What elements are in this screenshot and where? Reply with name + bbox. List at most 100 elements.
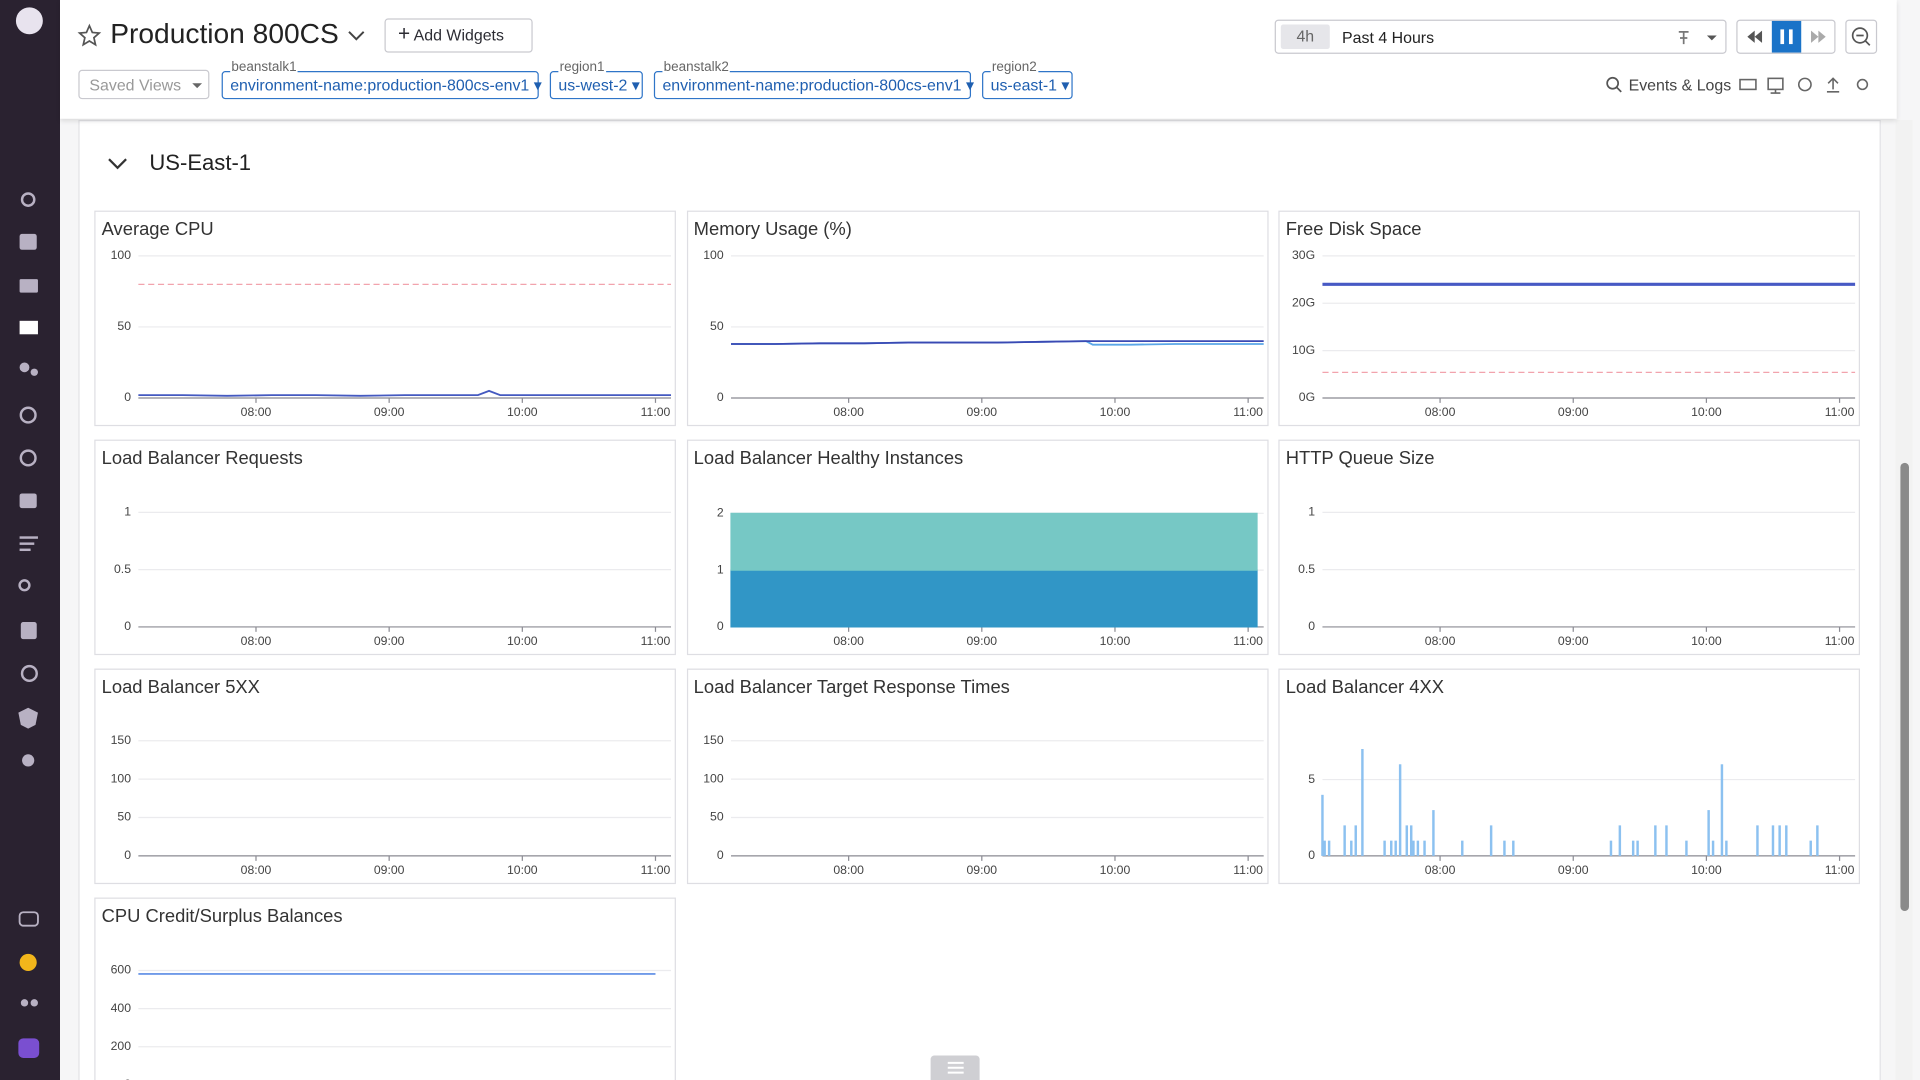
- x-tick-label: 08:00: [1425, 634, 1456, 648]
- variable-name: region2: [991, 60, 1038, 75]
- x-tick-label: 09:00: [966, 634, 997, 648]
- x-tick-label: 11:00: [1825, 863, 1855, 877]
- chart: 00.5108:0009:0010:0011:00: [96, 441, 676, 655]
- x-tick-label: 10:00: [1099, 863, 1130, 877]
- bar: [1432, 810, 1434, 856]
- y-tick-label: 400: [111, 1001, 132, 1015]
- y-tick-label: 0: [1308, 619, 1315, 633]
- x-tick-label: 08:00: [241, 405, 272, 419]
- area-series: [730, 570, 1256, 627]
- bar: [1343, 825, 1345, 856]
- y-tick-label: 100: [111, 771, 132, 785]
- bar: [1406, 825, 1408, 856]
- y-tick-label: 0: [124, 619, 131, 633]
- bar: [1654, 825, 1656, 856]
- header: Production 800CS + Add Widgets 4h Past 4…: [60, 0, 1897, 119]
- x-tick-label: 08:00: [833, 863, 864, 877]
- saved-views-label: Saved Views: [89, 76, 181, 94]
- list-button[interactable]: [931, 1056, 980, 1080]
- widget: 00.5108:0009:0010:0011:00HTTP Queue Size: [1278, 440, 1860, 656]
- bar: [1350, 841, 1352, 856]
- template-variable[interactable]: beanstalk1environment-name:production-80…: [222, 71, 539, 99]
- x-tick-label: 10:00: [1691, 634, 1722, 648]
- time-badge: 4h: [1281, 24, 1330, 48]
- x-tick-label: 08:00: [833, 405, 864, 419]
- widget: 00.5108:0009:0010:0011:00Load Balancer R…: [94, 440, 676, 656]
- toolbar-icons[interactable]: [1738, 73, 1873, 95]
- y-tick-label: 100: [111, 248, 132, 262]
- bar: [1816, 825, 1818, 856]
- y-tick-label: 200: [111, 1039, 132, 1053]
- bar: [1399, 764, 1401, 856]
- scrollbar[interactable]: [1896, 120, 1913, 1080]
- x-tick-label: 10:00: [507, 863, 538, 877]
- chart: 0G10G20G30G08:0009:0010:0011:00: [1280, 212, 1860, 426]
- chart: 0508:0009:0010:0011:00: [1280, 670, 1860, 884]
- bar: [1390, 841, 1392, 856]
- chart: 01208:0009:0010:0011:00: [688, 441, 1268, 655]
- x-tick-label: 10:00: [507, 634, 538, 648]
- x-tick-label: 08:00: [1425, 405, 1456, 419]
- widget-title: Load Balancer Healthy Instances: [694, 448, 964, 469]
- widget: 020040060008:0009:0010:0011:00CPU Credit…: [94, 898, 676, 1080]
- x-tick-label: 10:00: [1099, 634, 1130, 648]
- y-tick-label: 0.5: [114, 562, 131, 576]
- line-series: [138, 391, 671, 396]
- playback-controls[interactable]: [1736, 20, 1835, 54]
- bar: [1410, 825, 1412, 856]
- y-tick-label: 1: [1308, 505, 1315, 519]
- bar: [1685, 841, 1687, 856]
- x-tick-label: 11:00: [1233, 863, 1263, 877]
- x-tick-label: 08:00: [241, 863, 272, 877]
- x-tick-label: 08:00: [1425, 863, 1456, 877]
- bar: [1756, 825, 1758, 856]
- zoom-out-button[interactable]: [1845, 20, 1877, 54]
- y-tick-label: 0.5: [1298, 562, 1315, 576]
- bar: [1712, 841, 1714, 856]
- widget: 05010015008:0009:0010:0011:00Load Balanc…: [94, 669, 676, 885]
- bar: [1423, 841, 1425, 856]
- template-variable[interactable]: region1us-west-2 ▾: [550, 71, 643, 99]
- y-tick-label: 50: [709, 810, 723, 824]
- playback-icons: [1738, 21, 1836, 53]
- y-tick-label: 0: [716, 619, 723, 633]
- variable-value: environment-name:production-800cs-env1: [662, 76, 961, 94]
- template-variable[interactable]: beanstalk2environment-name:production-80…: [654, 71, 971, 99]
- y-tick-label: 150: [703, 733, 724, 747]
- y-tick-label: 100: [703, 771, 724, 785]
- bar: [1383, 841, 1385, 856]
- chart: 05010008:0009:0010:0011:00: [688, 212, 1268, 426]
- widget: 01208:0009:0010:0011:00Load Balancer Hea…: [686, 440, 1268, 656]
- events-logs[interactable]: Events & Logs: [1629, 76, 1732, 94]
- dashboard-title: Production 800CS: [110, 17, 339, 50]
- widget-title: Load Balancer 4XX: [1286, 677, 1444, 698]
- bar: [1355, 825, 1357, 856]
- widget: 0G10G20G30G08:0009:0010:0011:00Free Disk…: [1278, 211, 1860, 427]
- bar: [1809, 841, 1811, 856]
- search-icon[interactable]: [1605, 76, 1622, 93]
- x-tick-label: 09:00: [374, 405, 405, 419]
- x-tick-label: 11:00: [1233, 634, 1263, 648]
- x-tick-label: 09:00: [966, 405, 997, 419]
- y-tick-label: 1: [716, 562, 723, 576]
- bar: [1394, 841, 1396, 856]
- x-tick-label: 10:00: [1099, 405, 1130, 419]
- bar: [1490, 825, 1492, 856]
- y-tick-label: 0: [716, 390, 723, 404]
- y-tick-label: 150: [111, 733, 132, 747]
- y-tick-label: 20G: [1292, 295, 1315, 309]
- y-tick-label: 0: [1308, 848, 1315, 862]
- star-icon[interactable]: [77, 23, 101, 47]
- bar: [1778, 825, 1780, 856]
- title-dropdown[interactable]: [347, 27, 367, 44]
- y-tick-label: 600: [111, 963, 132, 977]
- template-variable[interactable]: region2us-east-1 ▾: [982, 71, 1073, 99]
- scroll-thumb[interactable]: [1900, 463, 1909, 911]
- y-tick-label: 10G: [1292, 343, 1315, 357]
- add-widgets-button[interactable]: + Add Widgets: [384, 18, 532, 52]
- time-picker[interactable]: 4h Past 4 Hours: [1275, 20, 1727, 54]
- saved-views[interactable]: Saved Views: [78, 70, 209, 99]
- widget-title: Load Balancer Requests: [102, 448, 303, 469]
